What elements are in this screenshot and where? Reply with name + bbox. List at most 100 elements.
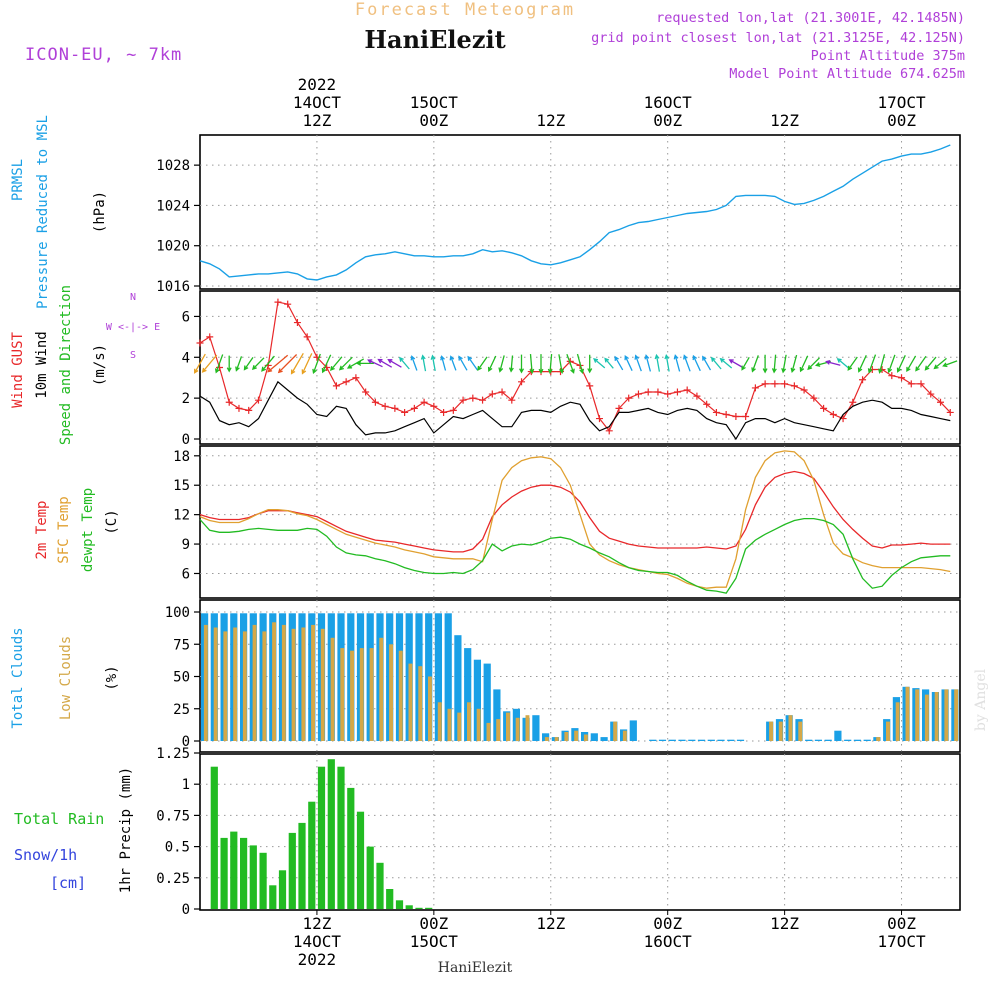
gust-marker <box>712 408 720 416</box>
location-name: HaniElezit <box>364 25 505 54</box>
gust-marker <box>362 388 370 396</box>
bottom-tick-label: 00Z <box>653 914 682 933</box>
precip-bar <box>425 907 433 909</box>
total-clouds-bar <box>464 648 472 741</box>
y-tick-label: 50 <box>173 670 190 686</box>
precip-bar <box>308 801 316 909</box>
gust-marker <box>371 398 379 406</box>
model-label: ICON-EU, ~ 7km <box>25 45 182 65</box>
total-clouds-bar <box>454 635 462 741</box>
wind-direction-arrow <box>825 359 841 366</box>
gust-marker <box>605 427 613 435</box>
panels: 1016102010241028024669121518025507510000… <box>156 134 961 918</box>
gust-marker <box>946 408 954 416</box>
total-rain-label: Total Rain <box>14 810 104 828</box>
gust-marker <box>586 382 594 390</box>
wind-direction-arrow <box>346 358 365 369</box>
panel-frame <box>199 290 961 445</box>
gust-marker <box>634 390 642 398</box>
wind-direction-arrow <box>420 354 427 372</box>
gust-marker <box>284 300 292 308</box>
low-clouds-bar <box>895 702 900 741</box>
low-clouds-bar <box>311 624 315 741</box>
bottom-tick-label: 14OCT <box>293 932 342 951</box>
gust-marker <box>820 404 828 412</box>
low-clouds-bar <box>301 627 306 741</box>
y-tick-label: 2 <box>182 391 190 407</box>
low-clouds-bar <box>223 631 228 741</box>
y-tick-label: 1 <box>182 777 190 793</box>
total-clouds-bar <box>844 739 852 741</box>
wind-direction-arrow <box>790 354 798 374</box>
pressure-unit: (hPa) <box>92 191 108 233</box>
bottom-tick-label: 12Z <box>302 914 331 933</box>
top-tick-label: 12Z <box>302 111 331 130</box>
wind-direction-arrow <box>762 354 768 374</box>
y-tick-label: 0 <box>182 432 190 448</box>
total-clouds-bar <box>600 737 608 741</box>
top-tick-label: 17OCT <box>877 93 926 112</box>
wind-direction-arrow <box>194 353 206 374</box>
gust-marker <box>907 380 915 388</box>
gust-marker <box>293 319 301 327</box>
gust-marker <box>927 390 935 398</box>
wind-direction-arrow <box>683 354 691 372</box>
point-altitude: Point Altitude 375m <box>811 48 965 64</box>
temp2m-label: 2m Temp <box>34 500 50 559</box>
gust-marker <box>722 410 730 418</box>
gust-marker <box>849 398 857 406</box>
dewpt-line <box>199 517 951 594</box>
model-altitude: Model Point Altitude 674.625m <box>729 66 965 82</box>
low-clouds-bar <box>924 694 929 741</box>
panel-wind: 0 2 4 6 <box>182 290 961 448</box>
wind-direction-arrow <box>887 354 896 374</box>
low-clouds-bar <box>428 676 432 741</box>
low-clouds-bar <box>291 628 296 741</box>
y-tick-label: 75 <box>173 637 190 653</box>
wind-direction-arrow <box>301 353 313 375</box>
total-clouds-bar <box>649 739 657 741</box>
y-tick-label: 25 <box>173 702 190 718</box>
total-clouds-bar <box>697 739 706 741</box>
gust-marker <box>800 386 808 394</box>
low-clouds-bar <box>486 722 491 741</box>
wind-direction-arrow <box>449 355 457 371</box>
y-tick-label: 0.75 <box>156 808 190 824</box>
wind-unit: (m/s) <box>92 344 108 386</box>
wind-direction-arrow <box>558 354 565 374</box>
y-tick-label: 1.25 <box>156 746 190 762</box>
low-clouds-bar <box>437 702 442 741</box>
low-clouds-bar <box>915 689 920 741</box>
pressure-line <box>199 144 951 281</box>
wind-direction-arrow <box>933 357 947 370</box>
wind-direction-arrow <box>719 357 733 369</box>
wind-direction-arrow <box>741 356 750 371</box>
gust-marker <box>332 382 340 390</box>
y-tick-label: 18 <box>173 449 190 465</box>
wind-direction-arrow <box>692 354 701 372</box>
precip-bar <box>298 822 306 909</box>
top-tick-label: 00Z <box>419 111 448 130</box>
sfc-temp-line <box>199 450 951 589</box>
gust-marker <box>508 396 516 404</box>
gust-marker <box>703 400 711 408</box>
y-tick-label: 1016 <box>156 279 190 295</box>
wind-direction-arrow <box>924 356 937 371</box>
gust-marker <box>430 402 438 410</box>
gust-marker <box>742 413 750 421</box>
gust-marker <box>518 378 526 386</box>
pressure-label: PRMSL <box>10 159 26 201</box>
low-clouds-bar <box>457 712 462 741</box>
low-clouds-bar <box>369 648 374 741</box>
gust-marker <box>254 396 262 404</box>
snow-label: Snow/1h <box>14 846 77 864</box>
wind-direction-arrow <box>857 355 867 373</box>
gust-marker <box>225 398 233 406</box>
gust-marker <box>410 404 418 412</box>
precip-bar <box>366 846 374 909</box>
wind-direction-arrow <box>226 355 232 373</box>
y-tick-label: 1020 <box>156 239 190 255</box>
wind-direction-arrow <box>644 354 652 372</box>
wind-direction-label: Speed and Direction <box>58 285 74 445</box>
gust-marker <box>488 390 496 398</box>
